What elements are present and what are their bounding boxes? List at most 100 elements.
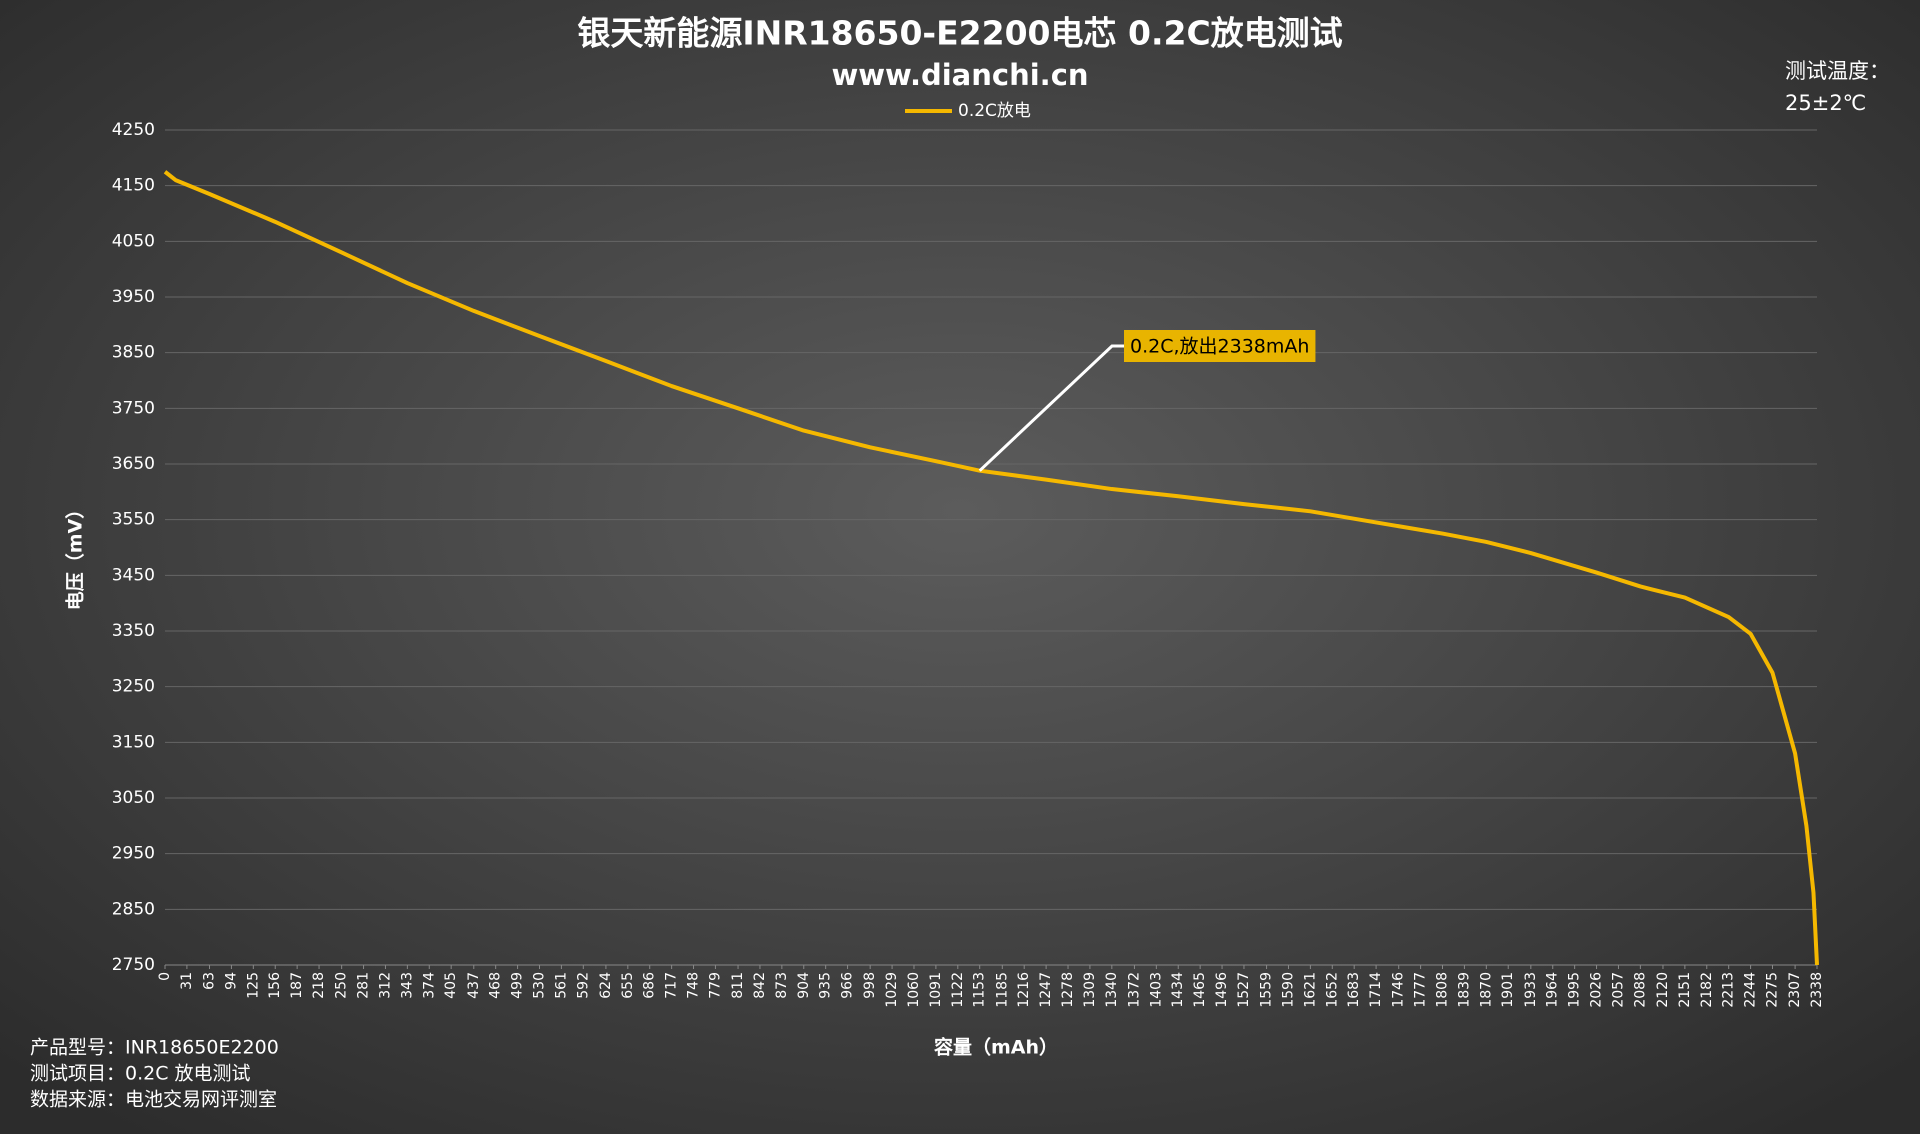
x-tick-label: 1683 xyxy=(1346,972,1362,1008)
x-tick-label: 842 xyxy=(752,972,768,999)
x-tick-label: 2244 xyxy=(1743,972,1759,1008)
data-line xyxy=(163,170,1819,966)
x-tick-label: 405 xyxy=(443,972,459,999)
x-tick-label: 1309 xyxy=(1082,972,1098,1008)
y-tick-label: 3750 xyxy=(112,398,155,418)
x-tick-label: 2151 xyxy=(1677,972,1693,1008)
x-tick-label: 94 xyxy=(223,972,239,990)
x-tick-label: 748 xyxy=(686,972,702,999)
x-tick-label: 873 xyxy=(774,972,790,999)
x-tick-label: 904 xyxy=(796,972,812,999)
x-tick-label: 1216 xyxy=(1016,972,1032,1008)
x-tick-label: 1122 xyxy=(950,972,966,1008)
x-tick-label: 1527 xyxy=(1236,972,1252,1008)
x-tick-label: 561 xyxy=(553,972,569,999)
x-tick-label: 1933 xyxy=(1523,972,1539,1008)
x-tick-label: 250 xyxy=(334,972,350,999)
x-tick-label: 125 xyxy=(245,972,261,999)
x-tick-label: 1714 xyxy=(1368,972,1384,1008)
x-tick-label: 1652 xyxy=(1324,972,1340,1008)
x-tick-label: 998 xyxy=(862,972,878,999)
temperature-label: 测试温度： xyxy=(1785,59,1890,83)
y-tick-label: 3650 xyxy=(112,454,155,474)
annotation-text: 0.2C,放出2338mAh xyxy=(1130,336,1309,358)
x-tick-label: 1029 xyxy=(884,972,900,1008)
x-tick-label: 343 xyxy=(399,972,415,999)
y-tick-label: 3950 xyxy=(112,287,155,307)
x-tick-label: 1901 xyxy=(1500,972,1516,1008)
x-tick-label: 624 xyxy=(598,972,614,999)
y-tick-label: 2850 xyxy=(112,899,155,919)
y-axis-label: 电压（mV） xyxy=(64,500,87,611)
x-tick-label: 686 xyxy=(642,972,658,999)
x-tick-label: 1870 xyxy=(1478,972,1494,1008)
y-tick-label: 4150 xyxy=(112,176,155,196)
x-tick-label: 811 xyxy=(730,972,746,999)
x-tick-label: 592 xyxy=(575,972,591,999)
x-tick-label: 2120 xyxy=(1655,972,1671,1008)
x-tick-label: 2088 xyxy=(1632,972,1648,1008)
x-tick-label: 1621 xyxy=(1302,972,1318,1008)
x-tick-label: 1777 xyxy=(1413,972,1429,1008)
x-tick-label: 156 xyxy=(267,972,283,999)
y-tick-label: 3850 xyxy=(112,343,155,363)
x-tick-label: 2057 xyxy=(1610,972,1626,1008)
y-tick-label: 3250 xyxy=(112,677,155,697)
x-tick-label: 1060 xyxy=(906,972,922,1008)
y-tick-label: 3450 xyxy=(112,565,155,585)
x-tick-label: 468 xyxy=(488,972,504,999)
x-tick-label: 2182 xyxy=(1699,972,1715,1008)
x-tick-label: 281 xyxy=(356,972,372,999)
footer-line: 测试项目：0.2C 放电测试 xyxy=(30,1063,251,1085)
annotation-box xyxy=(1124,330,1316,362)
x-tick-label: 218 xyxy=(311,972,327,999)
x-tick-label: 1185 xyxy=(994,972,1010,1008)
x-tick-label: 1434 xyxy=(1170,972,1186,1008)
y-tick-label: 3550 xyxy=(112,510,155,530)
x-tick-label: 1340 xyxy=(1104,972,1120,1008)
x-tick-label: 655 xyxy=(620,972,636,999)
y-tick-label: 2750 xyxy=(112,955,155,975)
x-tick-label: 187 xyxy=(289,972,305,999)
x-tick-label: 2026 xyxy=(1589,972,1605,1008)
y-tick-label: 4250 xyxy=(112,120,155,140)
x-tick-label: 1372 xyxy=(1126,972,1142,1008)
y-tick-label: 2950 xyxy=(112,844,155,864)
annotation-leader xyxy=(978,344,1124,472)
x-tick-label: 2213 xyxy=(1721,972,1737,1008)
x-tick-label: 717 xyxy=(664,972,680,999)
chart-title: 银天新能源INR18650-E2200电芯 0.2C放电测试 xyxy=(577,14,1342,53)
x-tick-label: 2307 xyxy=(1787,972,1803,1008)
x-tick-label: 530 xyxy=(531,972,547,999)
x-tick-label: 1808 xyxy=(1435,972,1451,1008)
y-tick-label: 4050 xyxy=(112,231,155,251)
y-tick-label: 3150 xyxy=(112,732,155,752)
x-tick-label: 1559 xyxy=(1259,972,1275,1008)
x-tick-label: 312 xyxy=(377,972,393,999)
y-tick-label: 3050 xyxy=(112,788,155,808)
x-tick-label: 1278 xyxy=(1060,972,1076,1008)
temperature-value: 25±2℃ xyxy=(1785,91,1866,115)
x-axis-label: 容量（mAh） xyxy=(934,1036,1058,1059)
x-tick-label: 2275 xyxy=(1764,972,1780,1008)
x-tick-label: 966 xyxy=(840,972,856,999)
x-tick-label: 0 xyxy=(157,972,173,981)
x-tick-label: 1465 xyxy=(1192,972,1208,1008)
y-tick-label: 3350 xyxy=(112,621,155,641)
x-tick-label: 499 xyxy=(510,972,526,999)
x-tick-label: 1995 xyxy=(1567,972,1583,1008)
legend-label: 0.2C放电 xyxy=(958,101,1031,121)
chart-subtitle: www.dianchi.cn xyxy=(831,58,1088,92)
x-tick-label: 1247 xyxy=(1038,972,1054,1008)
footer-line: 产品型号：INR18650E2200 xyxy=(30,1037,279,1059)
x-tick-label: 1091 xyxy=(928,972,944,1008)
x-tick-label: 779 xyxy=(707,972,723,999)
x-tick-label: 1746 xyxy=(1391,972,1407,1008)
x-tick-label: 1153 xyxy=(972,972,988,1008)
x-tick-label: 437 xyxy=(466,972,482,999)
x-tick-label: 2338 xyxy=(1809,972,1825,1008)
x-tick-label: 1964 xyxy=(1545,972,1561,1008)
x-tick-label: 63 xyxy=(202,972,218,990)
